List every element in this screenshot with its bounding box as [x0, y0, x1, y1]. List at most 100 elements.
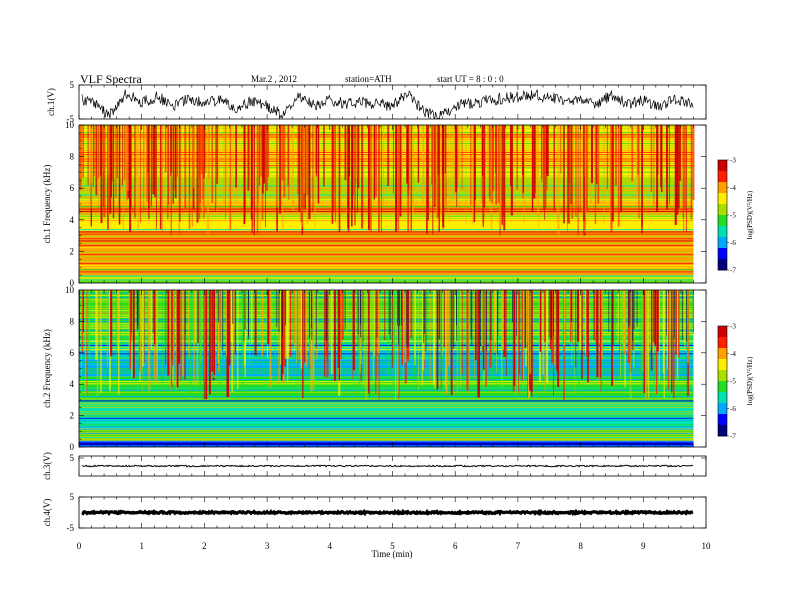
s2-dark-streak	[360, 290, 362, 324]
s2-streak	[461, 290, 463, 375]
s2-dark-streak	[650, 290, 652, 346]
s1-band	[79, 230, 694, 263]
s1-streak	[375, 125, 377, 197]
s2-streak	[585, 290, 588, 357]
s1-colorbar-cell	[718, 201, 727, 205]
s1-streak	[373, 125, 375, 200]
s2-line	[79, 312, 694, 314]
ch3-ytick-5: 5	[70, 453, 75, 463]
s1-streak	[139, 125, 142, 223]
s2-line	[79, 346, 694, 349]
s1-colorbar-cell	[718, 179, 727, 183]
s1-streak	[179, 125, 181, 222]
s2-dark-streak	[136, 290, 138, 330]
s1-line	[79, 158, 694, 160]
s2-streak	[458, 290, 460, 365]
s2-streak	[300, 290, 303, 369]
s1-colorbar-cell	[718, 223, 727, 227]
s2-dark-streak	[480, 290, 481, 346]
s2-dark-streak	[184, 290, 186, 335]
s1-streak	[312, 125, 314, 212]
s1-streak	[382, 125, 385, 206]
s1-streak	[315, 125, 317, 174]
s1-streak	[351, 125, 354, 210]
s1-streak	[516, 125, 519, 190]
s1-streak	[631, 125, 634, 182]
s1-streak	[137, 125, 140, 229]
s1-band	[79, 275, 694, 283]
s1-streak	[560, 125, 562, 184]
s2-streak	[414, 290, 416, 358]
s1-colorbar-cell	[718, 193, 727, 197]
s1-streak	[111, 125, 113, 182]
s1-line	[79, 178, 694, 180]
s1-streak	[306, 125, 309, 224]
s1-streak	[110, 125, 112, 198]
s2-streak	[205, 290, 208, 400]
s2-colorbar-cell	[718, 394, 727, 398]
s2-streak	[524, 290, 527, 349]
s2-colorbar-cell	[718, 348, 727, 352]
s2-streak	[326, 290, 329, 378]
s1-streak	[410, 125, 412, 231]
s2-dark-streak	[553, 290, 554, 337]
s1-streak	[97, 125, 100, 207]
s1-streak	[412, 125, 414, 214]
s2-streak	[138, 290, 140, 365]
s2-streak	[161, 290, 163, 391]
s1-line	[79, 256, 694, 258]
s1-streak	[606, 125, 609, 190]
s2-line	[79, 391, 694, 393]
s1-colorbar-tick-label: -6	[730, 239, 736, 247]
s2-line	[79, 370, 694, 372]
s1-streak	[205, 125, 207, 173]
s2-streak	[346, 290, 348, 338]
s1-colorbar-cell	[718, 264, 727, 268]
s1-line	[79, 265, 694, 267]
s1-streak	[217, 125, 220, 180]
s2-line	[79, 443, 694, 445]
x-tick-label-6: 6	[453, 541, 458, 551]
s2-dark-streak	[376, 290, 378, 338]
s2-colorbar-cell	[718, 381, 727, 385]
s2-streak	[496, 290, 497, 373]
s1-streak	[134, 125, 136, 219]
s2-streak	[100, 290, 102, 340]
s1-streak	[545, 125, 547, 209]
x-tick-label-9: 9	[641, 541, 646, 551]
s2-streak	[249, 290, 250, 364]
s1-streak	[276, 125, 279, 208]
s2-streak	[646, 290, 649, 386]
s1-line	[79, 240, 694, 242]
s2-line	[79, 430, 694, 432]
s2-streak	[619, 290, 620, 355]
s2-streak	[669, 290, 671, 380]
s1-line	[79, 165, 694, 167]
s1-streak	[253, 125, 255, 235]
s2-streak	[553, 290, 554, 397]
s1-streak	[387, 125, 390, 187]
x-tick-label-7: 7	[516, 541, 521, 551]
s1-streak	[301, 125, 304, 228]
s1-streak	[109, 125, 112, 214]
s1-colorbar-cell	[718, 173, 727, 177]
s2-streak	[434, 290, 436, 389]
s1-streak	[583, 125, 585, 222]
s2-streak	[516, 290, 518, 395]
s2-colorbar-cell	[718, 361, 727, 365]
s2-streak	[429, 290, 431, 384]
s2-dark-streak	[389, 290, 391, 339]
s1-streak	[225, 125, 228, 191]
s1-streak	[232, 125, 234, 199]
s2-line	[79, 432, 694, 434]
s1-line	[79, 238, 694, 240]
s1-line	[79, 271, 694, 273]
ch1-y-label: ch.1(V)	[46, 88, 56, 116]
s1-line	[79, 260, 694, 262]
s2-colorbar-cell	[718, 392, 727, 396]
s2-line	[79, 374, 694, 376]
s2-streak	[392, 290, 395, 391]
s1-streak	[582, 125, 584, 215]
s1-streak	[251, 125, 253, 234]
